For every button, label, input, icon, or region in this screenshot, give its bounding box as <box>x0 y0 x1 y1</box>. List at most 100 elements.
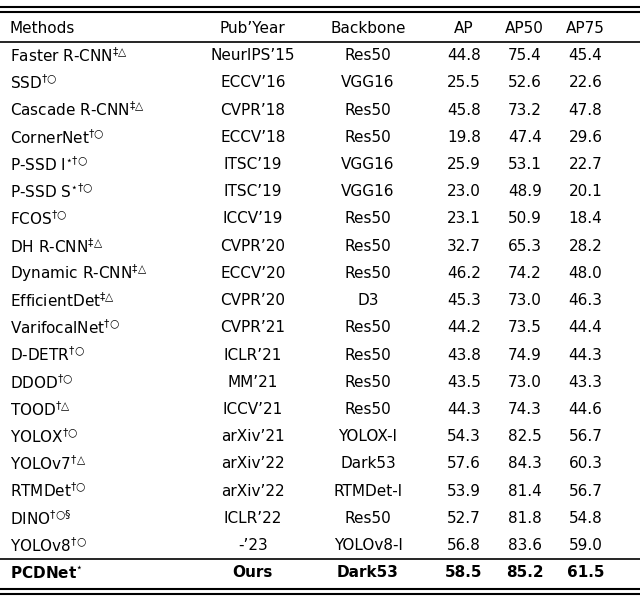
Text: 47.4: 47.4 <box>508 130 541 145</box>
Text: Backbone: Backbone <box>330 21 406 36</box>
Text: YOLOX$^{†○}$: YOLOX$^{†○}$ <box>10 427 78 446</box>
Text: D-DETR$^{†○}$: D-DETR$^{†○}$ <box>10 346 84 364</box>
Text: VGG16: VGG16 <box>341 75 395 90</box>
Text: 73.0: 73.0 <box>508 293 541 308</box>
Text: 73.2: 73.2 <box>508 103 541 118</box>
Text: 28.2: 28.2 <box>569 239 602 254</box>
Text: 74.3: 74.3 <box>508 402 541 417</box>
Text: EfficientDet$^{‡△}$: EfficientDet$^{‡△}$ <box>10 291 115 310</box>
Text: 47.8: 47.8 <box>569 103 602 118</box>
Text: Res50: Res50 <box>344 511 392 526</box>
Text: 52.6: 52.6 <box>508 75 541 90</box>
Text: 44.2: 44.2 <box>447 321 481 336</box>
Text: CVPR’20: CVPR’20 <box>220 293 285 308</box>
Text: 29.6: 29.6 <box>568 130 603 145</box>
Text: 73.5: 73.5 <box>508 321 541 336</box>
Text: 74.9: 74.9 <box>508 347 541 362</box>
Text: Methods: Methods <box>10 21 75 36</box>
Text: 44.3: 44.3 <box>569 347 602 362</box>
Text: 45.3: 45.3 <box>447 293 481 308</box>
Text: 44.3: 44.3 <box>447 402 481 417</box>
Text: 74.2: 74.2 <box>508 266 541 281</box>
Text: YOLOv7$^{†△}$: YOLOv7$^{†△}$ <box>10 454 86 473</box>
Text: 53.9: 53.9 <box>447 484 481 498</box>
Text: 61.5: 61.5 <box>567 565 604 580</box>
Text: RTMDet-l: RTMDet-l <box>333 484 403 498</box>
Text: 59.0: 59.0 <box>569 538 602 553</box>
Text: DDOD$^{†○}$: DDOD$^{†○}$ <box>10 373 73 392</box>
Text: Res50: Res50 <box>344 402 392 417</box>
Text: RTMDet$^{†○}$: RTMDet$^{†○}$ <box>10 482 86 500</box>
Text: SSD$^{†○}$: SSD$^{†○}$ <box>10 73 57 93</box>
Text: 44.4: 44.4 <box>569 321 602 336</box>
Text: ECCV’18: ECCV’18 <box>220 130 285 145</box>
Text: 56.7: 56.7 <box>569 429 602 444</box>
Text: 18.4: 18.4 <box>569 211 602 226</box>
Text: D3: D3 <box>357 293 379 308</box>
Text: -’23: -’23 <box>238 538 268 553</box>
Text: YOLOv8-l: YOLOv8-l <box>333 538 403 553</box>
Text: 43.3: 43.3 <box>568 375 603 390</box>
Text: TOOD$^{†△}$: TOOD$^{†△}$ <box>10 400 70 418</box>
Text: 46.2: 46.2 <box>447 266 481 281</box>
Text: 43.8: 43.8 <box>447 347 481 362</box>
Text: 44.6: 44.6 <box>569 402 602 417</box>
Text: ECCV’20: ECCV’20 <box>220 266 285 281</box>
Text: Res50: Res50 <box>344 130 392 145</box>
Text: 83.6: 83.6 <box>508 538 542 553</box>
Text: Res50: Res50 <box>344 239 392 254</box>
Text: 75.4: 75.4 <box>508 48 541 63</box>
Text: 45.8: 45.8 <box>447 103 481 118</box>
Text: 54.3: 54.3 <box>447 429 481 444</box>
Text: Dynamic R-CNN$^{‡△}$: Dynamic R-CNN$^{‡△}$ <box>10 263 147 284</box>
Text: 19.8: 19.8 <box>447 130 481 145</box>
Text: Res50: Res50 <box>344 375 392 390</box>
Text: AP: AP <box>454 21 474 36</box>
Text: Pub’Year: Pub’Year <box>220 21 285 36</box>
Text: 57.6: 57.6 <box>447 456 481 471</box>
Text: Res50: Res50 <box>344 347 392 362</box>
Text: 85.2: 85.2 <box>506 565 543 580</box>
Text: arXiv’22: arXiv’22 <box>221 456 285 471</box>
Text: 84.3: 84.3 <box>508 456 541 471</box>
Text: ECCV’16: ECCV’16 <box>220 75 285 90</box>
Text: 44.8: 44.8 <box>447 48 481 63</box>
Text: 20.1: 20.1 <box>569 184 602 199</box>
Text: Faster R-CNN$^{‡△}$: Faster R-CNN$^{‡△}$ <box>10 47 127 65</box>
Text: CornerNet$^{†○}$: CornerNet$^{†○}$ <box>10 128 104 147</box>
Text: 56.7: 56.7 <box>569 484 602 498</box>
Text: Res50: Res50 <box>344 211 392 226</box>
Text: ICCV’19: ICCV’19 <box>223 211 283 226</box>
Text: DINO$^{†○§}$: DINO$^{†○§}$ <box>10 509 71 528</box>
Text: ITSC’19: ITSC’19 <box>223 157 282 172</box>
Text: 82.5: 82.5 <box>508 429 541 444</box>
Text: YOLOv8$^{†○}$: YOLOv8$^{†○}$ <box>10 536 86 555</box>
Text: 58.5: 58.5 <box>445 565 483 580</box>
Text: 25.5: 25.5 <box>447 75 481 90</box>
Text: 23.0: 23.0 <box>447 184 481 199</box>
Text: Dark53: Dark53 <box>337 565 399 580</box>
Text: P-SSD I$^{⋆†○}$: P-SSD I$^{⋆†○}$ <box>10 155 88 174</box>
Text: ITSC’19: ITSC’19 <box>223 184 282 199</box>
Text: AP50: AP50 <box>506 21 544 36</box>
Text: 60.3: 60.3 <box>568 456 603 471</box>
Text: 48.9: 48.9 <box>508 184 541 199</box>
Text: CVPR’21: CVPR’21 <box>220 321 285 336</box>
Text: YOLOX-l: YOLOX-l <box>339 429 397 444</box>
Text: ICLR’21: ICLR’21 <box>223 347 282 362</box>
Text: NeurIPS’15: NeurIPS’15 <box>211 48 295 63</box>
Text: 48.0: 48.0 <box>569 266 602 281</box>
Text: 50.9: 50.9 <box>508 211 541 226</box>
Text: PCDNet$^{⋆}$: PCDNet$^{⋆}$ <box>10 565 83 581</box>
Text: 65.3: 65.3 <box>508 239 542 254</box>
Text: 46.3: 46.3 <box>568 293 603 308</box>
Text: 53.1: 53.1 <box>508 157 541 172</box>
Text: FCOS$^{†○}$: FCOS$^{†○}$ <box>10 210 67 228</box>
Text: 73.0: 73.0 <box>508 375 541 390</box>
Text: 22.6: 22.6 <box>569 75 602 90</box>
Text: Res50: Res50 <box>344 266 392 281</box>
Text: 32.7: 32.7 <box>447 239 481 254</box>
Text: Res50: Res50 <box>344 321 392 336</box>
Text: 81.4: 81.4 <box>508 484 541 498</box>
Text: arXiv’22: arXiv’22 <box>221 484 285 498</box>
